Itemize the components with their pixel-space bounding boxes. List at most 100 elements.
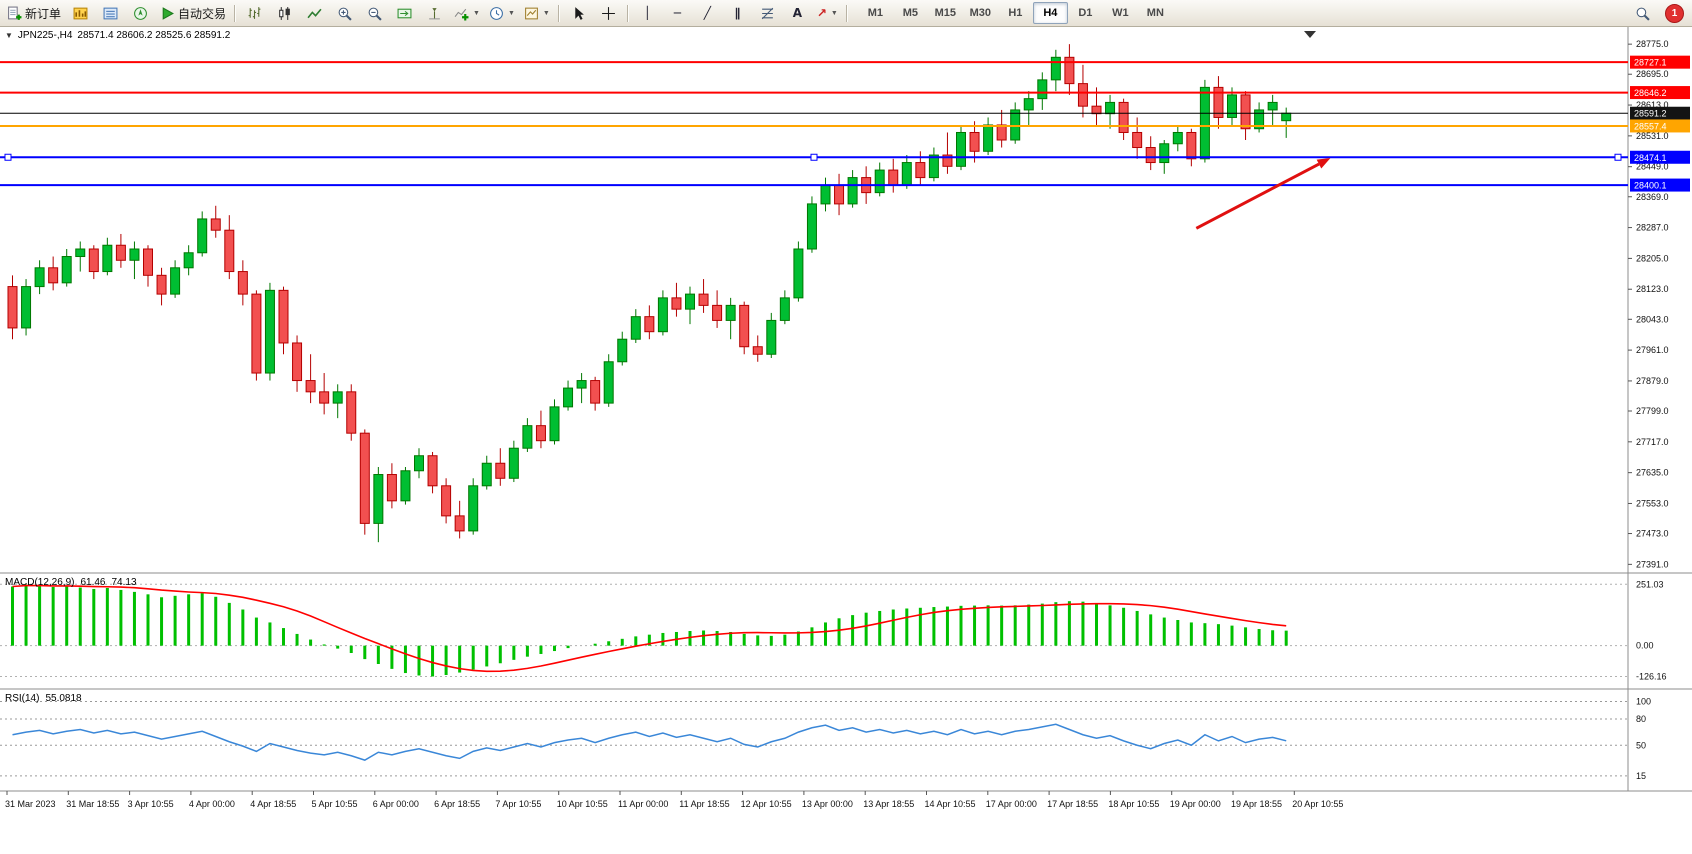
candle-body bbox=[414, 455, 424, 472]
candle-body bbox=[549, 406, 560, 442]
templates-button[interactable]: ▼ bbox=[520, 2, 554, 25]
market-watch-button[interactable] bbox=[96, 2, 125, 25]
candle-body bbox=[1132, 131, 1143, 149]
macd-signal-value: 74.13 bbox=[111, 577, 137, 588]
line-handle[interactable] bbox=[4, 153, 12, 161]
candlestick-chart-type-button[interactable] bbox=[270, 2, 299, 25]
search-icon bbox=[1636, 7, 1650, 21]
main-toolbar: 新订单 自动交易 bbox=[0, 0, 1692, 27]
price-line-badge bbox=[1630, 86, 1690, 100]
macd-level-label: 251.03 bbox=[1636, 579, 1664, 589]
candle-body bbox=[630, 316, 641, 340]
channel-tool-button[interactable]: ∥ bbox=[723, 2, 752, 25]
timeframe-d1-button[interactable]: D1 bbox=[1078, 7, 1093, 19]
periods-button[interactable]: ▼ bbox=[485, 2, 519, 25]
cursor-button[interactable] bbox=[564, 2, 593, 25]
trend-arrow-head[interactable] bbox=[1316, 158, 1331, 169]
auto-scroll-button[interactable] bbox=[390, 2, 419, 25]
time-axis-label: 17 Apr 00:00 bbox=[986, 799, 1037, 809]
rsi-level-label: 50 bbox=[1636, 740, 1646, 750]
trendline-tool-button[interactable]: ╱ bbox=[693, 2, 722, 25]
candle-body bbox=[671, 297, 682, 310]
fibonacci-icon bbox=[761, 7, 774, 19]
trend-arrow[interactable] bbox=[1195, 162, 1320, 230]
text-tool-button[interactable]: A bbox=[783, 2, 812, 25]
indicators-button[interactable]: ▼ bbox=[450, 2, 484, 25]
line-chart-type-button[interactable] bbox=[300, 2, 329, 25]
horizontal-line-tool-button[interactable]: ─ bbox=[663, 2, 692, 25]
charts-button[interactable] bbox=[66, 2, 95, 25]
time-axis-label: 12 Apr 10:55 bbox=[741, 799, 792, 809]
notification-badge[interactable]: 1 bbox=[1665, 3, 1684, 23]
search-button[interactable] bbox=[1628, 2, 1657, 25]
vertical-line-tool-button[interactable]: │ bbox=[633, 2, 662, 25]
price-tick-label: 27879.0 bbox=[1636, 376, 1669, 386]
candle-body bbox=[495, 462, 506, 479]
price-line-badge-label: 28646.2 bbox=[1634, 88, 1667, 98]
candle-body bbox=[996, 124, 1007, 141]
zoom-in-icon bbox=[338, 7, 352, 21]
timeframe-m5-button[interactable]: M5 bbox=[902, 7, 918, 19]
candle-body bbox=[1050, 56, 1061, 81]
timeframe-m1-button[interactable]: M1 bbox=[867, 7, 883, 19]
navigator-icon bbox=[134, 6, 147, 20]
candle-body bbox=[779, 297, 790, 321]
timeframe-h4-button[interactable]: H4 bbox=[1032, 2, 1068, 24]
timeframe-m30-button[interactable]: M30 bbox=[969, 7, 992, 19]
candle-body bbox=[143, 248, 153, 276]
candle-body bbox=[346, 391, 357, 434]
toolbar-separator bbox=[557, 4, 560, 22]
candle-body bbox=[1023, 98, 1034, 111]
chart-shift-marker[interactable] bbox=[1304, 31, 1316, 38]
auto-trading-icon bbox=[162, 6, 174, 20]
candle-body bbox=[590, 380, 601, 404]
price-tick-label: 27473.0 bbox=[1636, 529, 1669, 539]
zoom-out-button[interactable] bbox=[360, 2, 389, 25]
time-axis-label: 11 Apr 00:00 bbox=[618, 799, 668, 809]
price-line-badge bbox=[1630, 55, 1690, 69]
timeframe-h1-button[interactable]: H1 bbox=[1008, 7, 1023, 19]
candle-body bbox=[1267, 101, 1278, 111]
price-tick-label: 28043.0 bbox=[1636, 314, 1669, 324]
candle-body bbox=[129, 248, 140, 261]
line-handle[interactable] bbox=[1614, 153, 1622, 161]
chart-header: ▼ JPN225-,H4 28571.4 28606.2 28525.6 285… bbox=[5, 30, 230, 41]
candle-body bbox=[752, 346, 763, 355]
price-tick-label: 28531.0 bbox=[1636, 131, 1669, 141]
rsi-level-label: 15 bbox=[1636, 771, 1646, 781]
bar-chart-type-button[interactable] bbox=[240, 2, 269, 25]
time-axis-label: 31 Mar 18:55 bbox=[66, 799, 119, 809]
timeframe-m15-button[interactable]: M15 bbox=[934, 7, 957, 19]
macd-title: MACD(12,26,9) bbox=[5, 577, 75, 588]
price-line-badge-label: 28474.1 bbox=[1634, 153, 1667, 163]
time-axis-label: 18 Apr 10:55 bbox=[1108, 799, 1159, 809]
arrows-tool-button[interactable]: ↗ ▼ bbox=[813, 2, 842, 25]
timeframe-w1-button[interactable]: W1 bbox=[1112, 7, 1129, 19]
price-line-badge bbox=[1630, 106, 1690, 120]
fibonacci-tool-button[interactable] bbox=[753, 2, 782, 25]
candle-body bbox=[197, 218, 208, 254]
chart-canvas[interactable]: 28775.0 28695.0 28613.0 28531.0 28449.0 28369… bbox=[0, 27, 1692, 854]
candle-body bbox=[481, 462, 492, 487]
chart-shift-button[interactable] bbox=[420, 2, 449, 25]
crosshair-button[interactable] bbox=[594, 2, 623, 25]
navigator-button[interactable] bbox=[126, 2, 155, 25]
line-handle[interactable] bbox=[810, 153, 818, 161]
timeframe-mn-button[interactable]: MN bbox=[1146, 7, 1164, 19]
time-axis-label: 13 Apr 00:00 bbox=[802, 799, 853, 809]
auto-trading-button[interactable]: 自动交易 bbox=[156, 2, 230, 25]
candle-body bbox=[698, 293, 709, 306]
collapse-panel-icon[interactable]: ▼ bbox=[5, 31, 13, 40]
candle-body bbox=[359, 432, 370, 524]
candle-body bbox=[88, 248, 99, 273]
candle-body bbox=[806, 203, 817, 250]
zoom-in-button[interactable] bbox=[330, 2, 359, 25]
auto-scroll-icon bbox=[397, 8, 412, 18]
macd-main-value: 61.46 bbox=[80, 577, 106, 588]
price-tick-label: 27799.0 bbox=[1636, 406, 1669, 416]
time-axis-label: 19 Apr 00:00 bbox=[1170, 799, 1221, 809]
line-chart-type-icon bbox=[307, 8, 322, 18]
vertical-line-icon: │ bbox=[643, 6, 651, 20]
toolbar-separator bbox=[626, 4, 629, 22]
new-order-button[interactable]: 新订单 bbox=[3, 2, 65, 25]
